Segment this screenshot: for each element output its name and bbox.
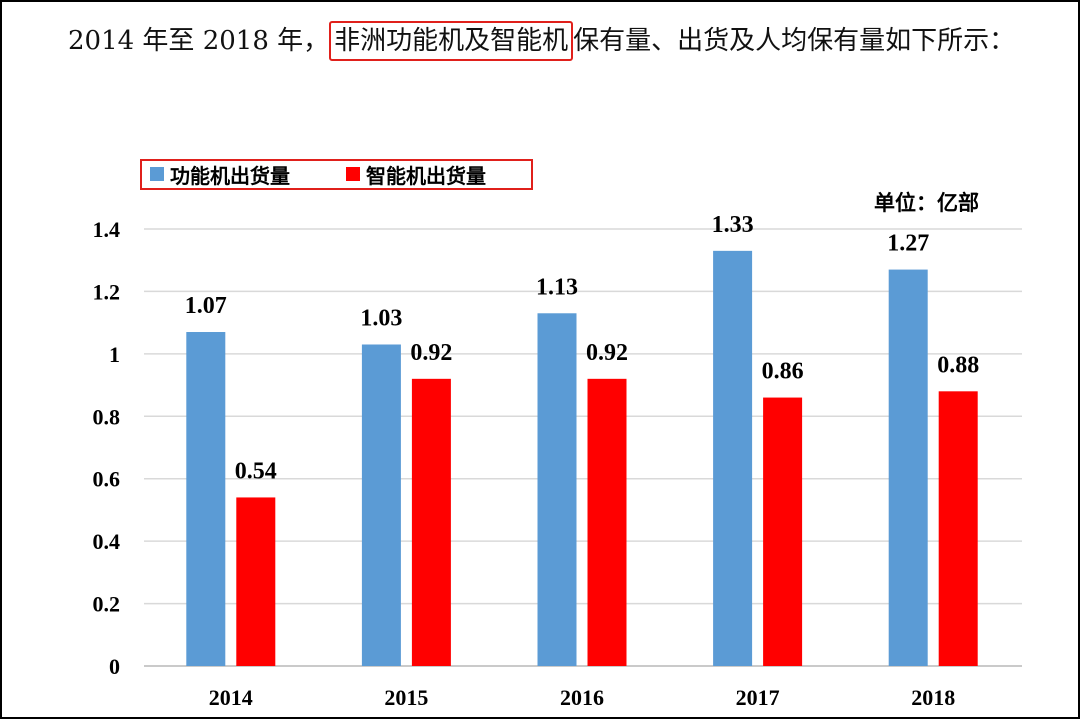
bar-smart-2018 <box>938 391 978 666</box>
y-tick-label: 0.6 <box>93 467 121 492</box>
x-tick-label: 2014 <box>209 685 253 710</box>
x-tick-label: 2016 <box>560 685 604 710</box>
highlighted-phrase: 非洲功能机及智能机 <box>329 21 574 61</box>
bar-smart-2016 <box>587 378 627 666</box>
data-label: 1.07 <box>185 293 227 319</box>
y-tick-label: 1.2 <box>93 279 121 304</box>
data-label: 1.33 <box>712 212 754 238</box>
y-tick-label: 0 <box>109 654 120 679</box>
unit-label: 单位：亿部 <box>874 191 979 215</box>
bars <box>186 250 978 666</box>
legend-swatch <box>150 167 164 181</box>
intro-before: 2014 年至 2018 年， <box>68 26 330 56</box>
legend: 功能机出货量 智能机出货量 <box>140 159 533 190</box>
x-tick-label: 2015 <box>384 685 428 710</box>
gridlines <box>144 228 1022 667</box>
bar-smart-2017 <box>763 397 803 666</box>
legend-swatch <box>346 167 360 181</box>
data-label: 0.54 <box>235 458 277 484</box>
y-tick-label: 0.8 <box>93 404 121 429</box>
bar-feature-2016 <box>537 313 577 666</box>
bar-feature-2018 <box>888 269 928 666</box>
bar-feature-2014 <box>186 332 226 666</box>
data-label: 1.13 <box>536 274 578 300</box>
data-label: 0.92 <box>410 340 452 366</box>
y-axis-ticks: 0 0.2 0.4 0.6 0.8 1 1.2 1.4 <box>93 217 121 679</box>
legend-highlight-box <box>140 159 533 190</box>
legend-entry: 功能机出货量 <box>170 164 290 188</box>
data-label: 0.86 <box>762 359 804 385</box>
bar-feature-2017 <box>713 250 753 666</box>
intro-paragraph: 2014 年至 2018 年， 非洲功能机及智能机 保有量、出货及人均保有量如下所示… <box>18 12 1068 70</box>
data-labels: 1.07 0.54 1.03 0.92 1.13 0.92 1.33 0.86 1.27 0.88 <box>185 212 979 485</box>
x-axis-labels: 2014 2015 2016 2017 2018 <box>209 685 955 710</box>
legend-entry: 智能机出货量 <box>366 164 486 188</box>
y-tick-label: 0.4 <box>93 529 121 554</box>
y-tick-label: 1.4 <box>93 217 121 242</box>
data-label: 1.03 <box>360 305 402 331</box>
data-label: 0.92 <box>586 340 628 366</box>
bar-feature-2015 <box>361 344 401 666</box>
x-tick-label: 2017 <box>736 685 780 710</box>
data-label: 0.88 <box>937 352 979 378</box>
bar-smart-2014 <box>236 497 276 666</box>
x-tick-label: 2018 <box>911 685 955 710</box>
y-tick-label: 0.2 <box>93 592 121 617</box>
intro-after: 保有量、出货及人均保有量如下所示： <box>573 26 1016 56</box>
y-tick-label: 1 <box>109 342 120 367</box>
data-label: 1.27 <box>887 231 929 257</box>
bar-smart-2015 <box>411 378 451 666</box>
